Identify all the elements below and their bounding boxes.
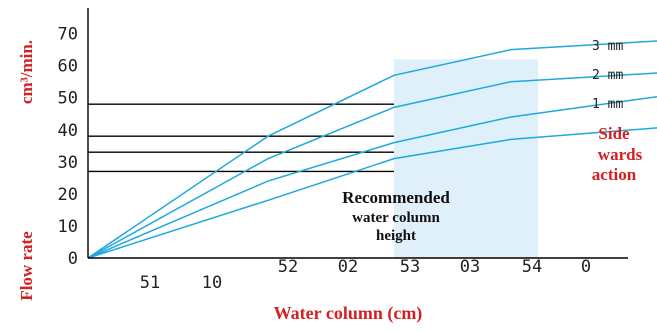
x-tick-label: 52: [278, 257, 298, 277]
y-tick-label: 30: [58, 153, 78, 173]
recommended-label-line2: water column: [352, 210, 440, 226]
side-label-line2: wards: [598, 145, 643, 164]
x-tick-label: 03: [460, 257, 480, 277]
y-tick-label: 50: [58, 89, 78, 109]
recommended-label-line1: Recommended: [342, 188, 450, 207]
recommended-label-line3: height: [376, 228, 416, 244]
x-tick-label: 10: [202, 273, 222, 293]
x-tick-label: 0: [581, 257, 591, 277]
y-tick-label: 10: [58, 217, 78, 237]
side-label-line1: Side: [598, 124, 630, 143]
series-line: [87, 127, 657, 259]
series-line: [87, 95, 657, 259]
x-tick-label: 53: [400, 257, 420, 277]
y-tick-label: 20: [58, 185, 78, 205]
x-axis-label: Water column (cm): [274, 303, 423, 324]
recommended-region: [394, 59, 538, 259]
series-label: 3 mm: [592, 39, 623, 54]
series-line: [87, 40, 657, 259]
y-tick-label: 40: [58, 121, 78, 141]
series-label: 1 mm: [592, 97, 623, 112]
side-label-line3: action: [592, 165, 637, 184]
y-axis-label-top: cm³/min.: [17, 40, 36, 104]
series-label: 2 mm: [592, 68, 623, 83]
series-line: [87, 72, 657, 259]
y-tick-label: 70: [58, 25, 78, 45]
y-axis-label-bottom: Flow rate: [17, 231, 36, 301]
y-tick-label: 0: [68, 249, 78, 269]
x-tick-label: 51: [140, 273, 160, 293]
y-tick-label: 60: [58, 57, 78, 77]
x-tick-label: 54: [522, 257, 542, 277]
x-tick-label: 02: [338, 257, 358, 277]
